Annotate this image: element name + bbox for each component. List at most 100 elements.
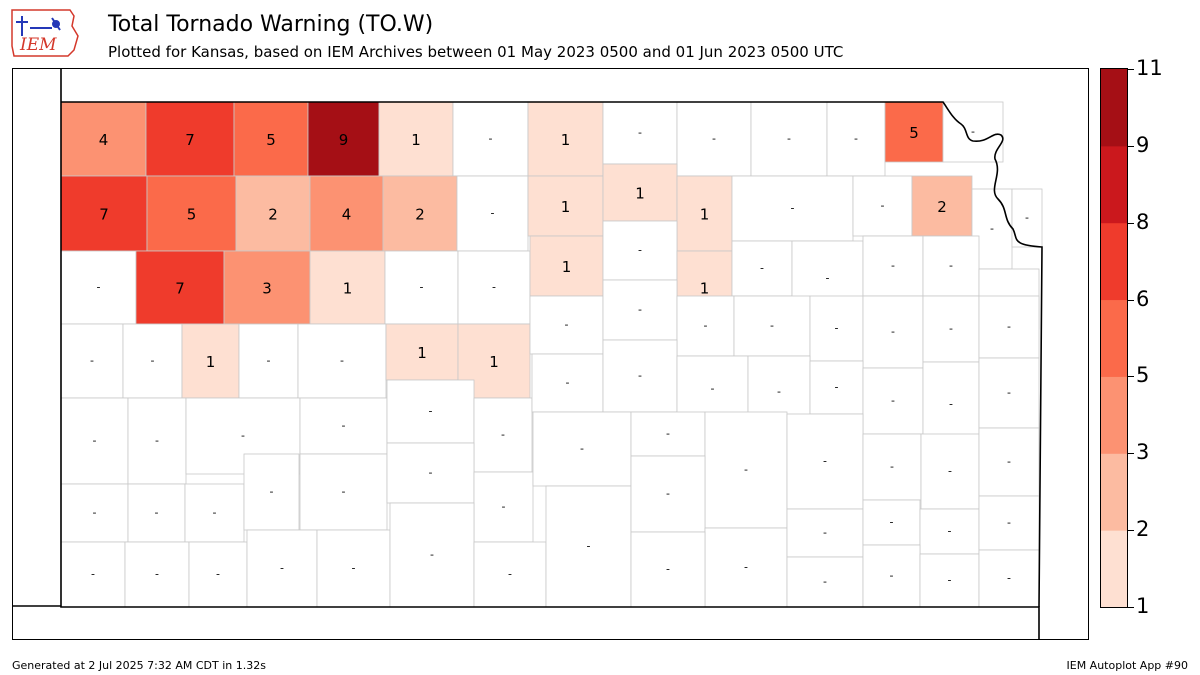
county-value-label: 3 [262,280,272,298]
county-value-label: - [760,262,764,275]
county-value-label: - [971,125,975,138]
county-value-label: - [891,325,895,338]
legend-tick-mark [1128,299,1134,301]
county-cell: 5 [884,101,944,163]
county-fill [243,453,300,531]
county-cell: - [386,442,475,504]
county-value-label: - [948,574,952,587]
county-cell: - [316,529,391,608]
county-fill [978,495,1040,551]
county-cell: - [127,483,186,543]
county-fill [529,235,604,297]
county-cell: - [602,339,678,413]
county-cell: - [238,323,299,399]
county-fill [750,101,828,177]
county-cell: - [60,397,129,485]
county-value-label: - [890,569,894,582]
county-value-label: - [489,132,493,145]
county-fill [602,279,678,341]
county-fill [188,541,248,608]
county-value-label: 5 [909,124,919,142]
county-fill [146,175,237,252]
county-cell: - [602,220,678,281]
county-value-label: - [155,506,159,519]
county-cell: - [920,433,980,510]
county-fill [297,323,387,399]
county-cell: - [922,295,980,363]
county-cell: - [731,240,793,297]
county-fill [922,361,980,448]
county-cell: 7 [135,250,225,325]
county-fill [786,508,864,558]
county-value-label: 2 [268,206,278,224]
chart-subtitle: Plotted for Kansas, based on IEM Archive… [108,43,844,61]
legend-tick-label: 2 [1136,517,1150,542]
county-fill [457,250,531,325]
county-cell: 1 [385,323,459,381]
county-value-label: - [638,303,642,316]
county-value-label: - [241,429,245,442]
county-value-label: - [151,354,155,367]
county-value-label: - [342,485,346,498]
county-cell: - [1011,188,1043,248]
county-cell: - [862,235,924,297]
chart-title: Total Tornado Warning (TO.W) [108,12,434,37]
legend-tick-mark [1128,145,1134,147]
legend-bin [1101,145,1127,224]
county-cell: - [676,101,752,177]
state-border-east [61,101,1043,608]
legend-tick-mark [1128,376,1134,378]
county-fill [307,101,380,177]
county-fill [60,541,126,608]
legend-tick-mark [1128,607,1134,608]
county-cell: - [978,295,1040,359]
county-value-label: - [216,568,220,581]
county-cell: 1 [527,101,604,177]
county-cell: - [862,367,924,435]
county-cell: - [297,323,387,399]
county-value-label: - [502,500,506,513]
county-cell: - [786,413,864,510]
county-cell: 1 [527,175,604,237]
county-fill [378,101,454,177]
county-value-label: - [1007,516,1011,529]
county-cell: 5 [146,175,237,252]
county-value-label: - [744,463,748,476]
legend-tick-label: 5 [1136,363,1150,388]
county-fill [978,295,1040,359]
county-fill [884,101,944,163]
county-cell: - [809,360,864,415]
county-fill [456,175,529,252]
legend-tick-mark [1128,453,1134,455]
county-value-label: - [491,207,495,220]
county-value-label: - [823,526,827,539]
county-cell: - [852,175,913,237]
county-cell: - [704,527,788,608]
county-cell: - [942,101,1004,163]
county-cell: - [246,529,318,608]
county-cell: - [630,455,706,533]
county-cell: - [978,357,1040,429]
county-cell: 4 [309,175,384,252]
county-value-label: - [890,516,894,529]
county-value-label: - [155,568,159,581]
county-cell: 1 [602,163,678,222]
county-value-label: 7 [185,131,195,149]
county-value-label: 1 [206,353,216,371]
county-value-label: - [711,382,715,395]
county-value-label: - [580,442,584,455]
county-cell: - [809,295,864,362]
county-value-label: 2 [415,206,425,224]
county-value-label: - [566,376,570,389]
county-value-label: - [891,259,895,272]
county-fill [309,250,386,325]
county-value-label: - [835,322,839,335]
county-value-label: - [213,506,217,519]
county-cell: - [978,495,1040,551]
county-fill [452,101,529,177]
county-value-label: - [891,394,895,407]
county-cell: 7 [145,101,235,177]
county-fill [922,295,980,363]
county-value-label: 5 [187,206,197,224]
county-cell: - [456,175,529,252]
